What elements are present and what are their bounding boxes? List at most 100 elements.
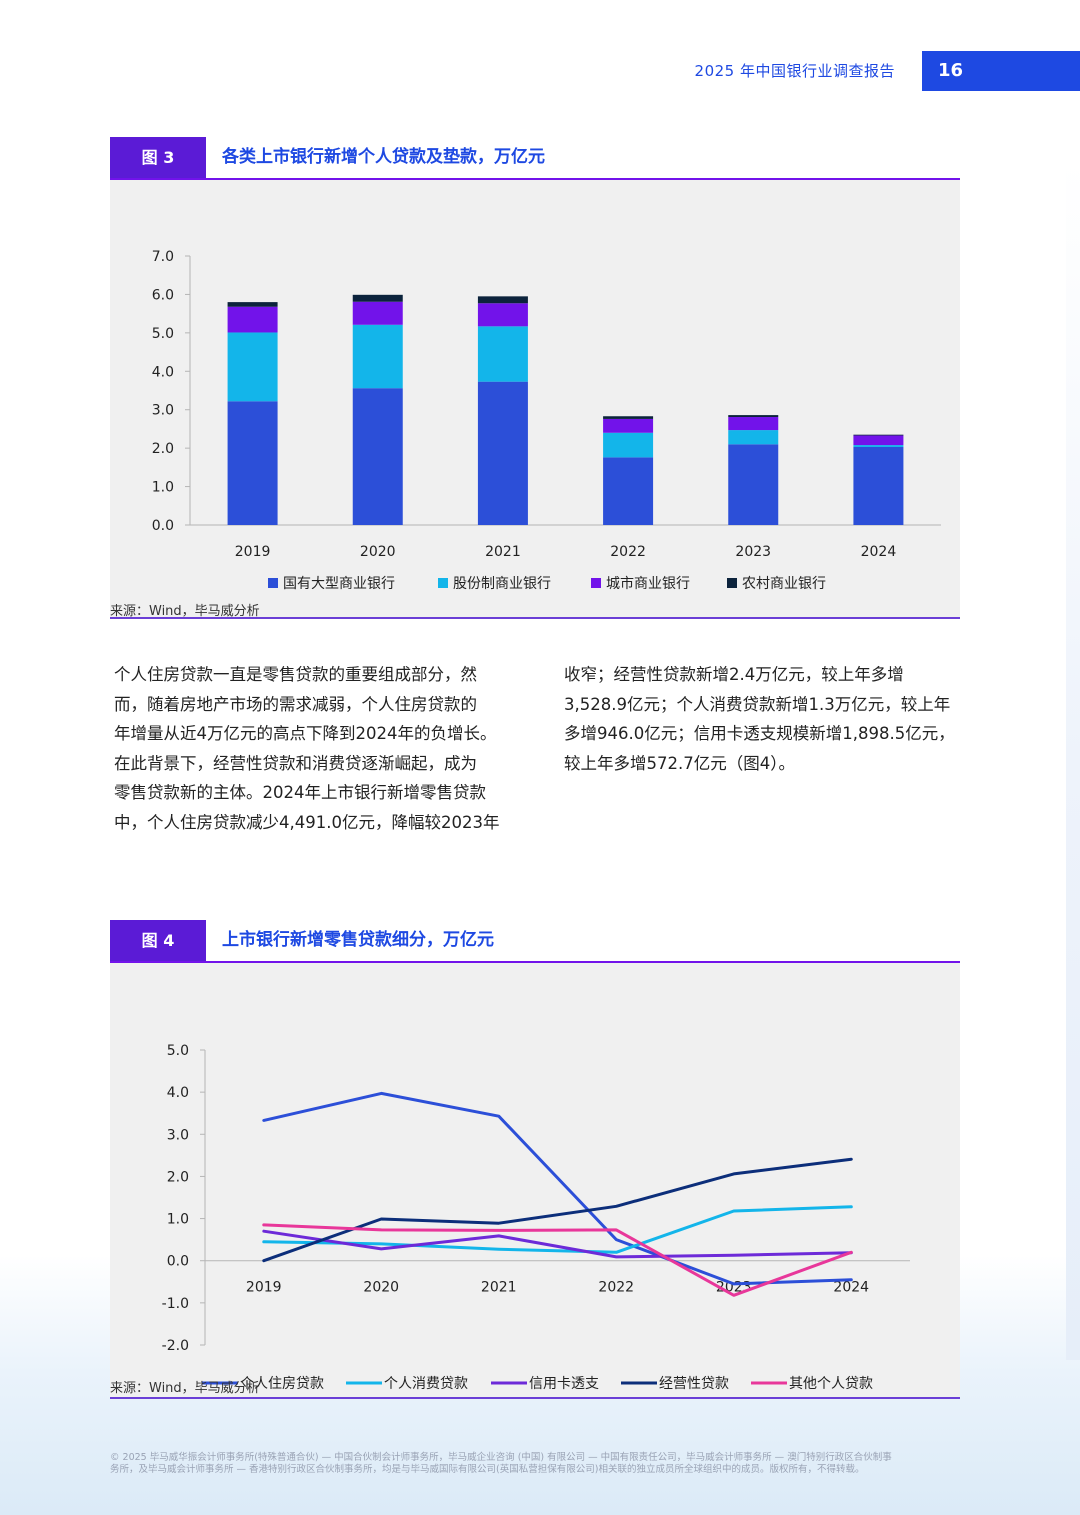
figure-4: 图 4 上市银行新增零售贷款细分，万亿元 -2.0 -1.0 0.0 1.0 2.0 3.… <box>110 920 960 1399</box>
x-tick-label: 2021 <box>485 544 521 560</box>
y-tick-label: 5.0 <box>167 1043 189 1059</box>
bar-segment <box>227 332 278 402</box>
bar-segment <box>477 303 528 327</box>
figure-4-header: 图 4 上市银行新增零售贷款细分，万亿元 <box>110 920 960 963</box>
y-tick-label: 3.0 <box>167 1127 189 1143</box>
bar-segment <box>728 444 779 525</box>
bar-segment <box>352 294 403 302</box>
bar-segment <box>603 457 654 525</box>
stacked-bar-chart: 0.0 1.0 2.0 3.0 4.0 5.0 6.0 7.0 2019 2020 2021 2022… <box>152 249 941 592</box>
legend-label: 国有大型商业银行 <box>283 576 395 592</box>
y-tick-label: 6.0 <box>152 287 174 303</box>
bar-segment <box>853 446 904 525</box>
legend-label: 信用卡透支 <box>529 1376 599 1392</box>
figure-4-tag: 图 4 <box>110 920 206 961</box>
footer-line: 务所，及毕马威会计师事务所 — 香港特别行政区合伙制事务所，均是与毕马威国际有限… <box>110 1464 865 1475</box>
bar-segment <box>603 432 654 458</box>
line-chart: -2.0 -1.0 0.0 1.0 2.0 3.0 4.0 5.0 2019 2020 2021 20… <box>162 1043 910 1392</box>
body-line: 收窄；经营性贷款新增2.4万亿元，较上年多增 <box>564 665 904 684</box>
legend-swatch <box>268 578 278 588</box>
footer-copyright: © 2025 毕马威华振会计师事务所(特殊普通合伙) — 中国合伙制会计师事务所… <box>110 1452 970 1476</box>
bar-segment <box>477 296 528 304</box>
x-tick-label: 2023 <box>735 544 771 560</box>
figure-3: 图 3 各类上市银行新增个人贷款及垫款，万亿元 0.0 1.0 2.0 3.0 4.0 5… <box>110 137 960 619</box>
bar-segment <box>728 417 779 431</box>
legend-label: 个人消费贷款 <box>384 1376 468 1392</box>
legend-swatch <box>438 578 448 588</box>
bar-segment <box>853 445 904 447</box>
figure-3-title: 各类上市银行新增个人贷款及垫款，万亿元 <box>222 147 545 167</box>
bar-segment <box>227 401 278 525</box>
body-line: 而，随着房地产市场的需求减弱，个人住房贷款的 <box>114 694 477 714</box>
x-tick-label: 2022 <box>610 544 646 560</box>
page-number: 16 <box>922 51 1080 91</box>
bar-segment <box>853 435 904 446</box>
legend-swatch <box>591 578 601 588</box>
bar-segment <box>352 324 403 389</box>
y-tick-label: 4.0 <box>167 1085 189 1101</box>
figure-3-tag: 图 3 <box>110 137 206 178</box>
x-tick-label: 2024 <box>861 544 897 560</box>
series-line <box>262 1229 853 1259</box>
y-tick-label: 2.0 <box>152 441 174 457</box>
figure-4-bottom-rule <box>110 1397 960 1399</box>
figure-3-source: 来源：Wind，毕马威分析 <box>110 604 260 619</box>
figure-4-title: 上市银行新增零售贷款细分，万亿元 <box>222 930 494 950</box>
bar-segment <box>853 434 904 436</box>
y-tick-label: 1.0 <box>167 1212 189 1228</box>
figure-3-bottom-rule <box>110 617 960 619</box>
y-tick-label: 4.0 <box>152 364 174 380</box>
report-title: 2025 年中国银行业调查报告 <box>694 62 895 80</box>
body-line: 在此背景下，经营性贷款和消费贷逐渐崛起，成为 <box>114 753 477 773</box>
bar-segment <box>352 388 403 525</box>
bar-segment <box>728 415 779 418</box>
body-line: 零售贷款新的主体。2024年上市银行新增零售贷款 <box>114 783 486 802</box>
body-left-column: 个人住房贷款一直是零售贷款的重要组成部分，然 而，随着房地产市场的需求减弱，个人… <box>114 660 544 837</box>
series-line <box>262 1091 853 1286</box>
bar-segment <box>728 430 779 445</box>
legend-label: 股份制商业银行 <box>453 576 551 592</box>
legend-label: 经营性贷款 <box>659 1376 729 1392</box>
y-tick-label: 7.0 <box>152 249 174 265</box>
y-tick-label: -2.0 <box>162 1338 189 1354</box>
x-tick-label: 2019 <box>246 1280 282 1296</box>
x-tick-label: 2024 <box>833 1280 869 1296</box>
body-line: 3,528.9亿元；个人消费贷款新增1.3万亿元，较上年 <box>564 694 951 714</box>
y-tick-label: 5.0 <box>152 326 174 342</box>
body-line: 较上年多增572.7亿元（图4）。 <box>564 753 795 773</box>
body-line: 个人住房贷款一直是零售贷款的重要组成部分，然 <box>114 665 477 684</box>
bar-segment <box>477 381 528 525</box>
body-line: 中，个人住房贷款减少4,491.0亿元，降幅较2023年 <box>114 812 500 832</box>
series-line <box>262 1223 853 1297</box>
figure-4-source: 来源：Wind，毕马威分析 <box>110 1381 260 1396</box>
legend-label: 个人住房贷款 <box>240 1376 324 1392</box>
bar-segment <box>603 416 654 419</box>
x-tick-label: 2020 <box>360 544 396 560</box>
legend-label: 城市商业银行 <box>606 575 690 592</box>
decorative-strip <box>1066 160 1080 1360</box>
body-line: 年增量从近4万亿元的高点下降到2024年的负增长。 <box>114 724 497 743</box>
footer-line: © 2025 毕马威华振会计师事务所(特殊普通合伙) — 中国合伙制会计师事务所… <box>110 1452 892 1463</box>
y-tick-label: -1.0 <box>162 1296 189 1312</box>
bar-segment <box>477 326 528 382</box>
series-line <box>262 1205 853 1254</box>
legend-label: 农村商业银行 <box>742 576 826 592</box>
legend-swatch <box>727 578 737 588</box>
bar-segment <box>227 302 278 307</box>
x-tick-label: 2022 <box>598 1280 634 1296</box>
body-line: 多增946.0亿元；信用卡透支规模新增1,898.5亿元， <box>564 724 955 743</box>
x-tick-label: 2020 <box>363 1280 399 1296</box>
x-tick-label: 2021 <box>481 1280 517 1296</box>
figure-3-header: 图 3 各类上市银行新增个人贷款及垫款，万亿元 <box>110 137 960 180</box>
bar-segment <box>603 418 654 433</box>
y-tick-label: 1.0 <box>152 480 174 496</box>
figure-3-chart-panel: 0.0 1.0 2.0 3.0 4.0 5.0 6.0 7.0 2019 2020 2021 2022… <box>110 180 960 619</box>
y-tick-label: 2.0 <box>167 1169 189 1185</box>
x-tick-label: 2019 <box>235 544 271 560</box>
y-tick-label: 0.0 <box>167 1254 189 1270</box>
body-right-column: 收窄；经营性贷款新增2.4万亿元，较上年多增 3,528.9亿元；个人消费贷款新… <box>564 660 984 778</box>
legend-label: 其他个人贷款 <box>789 1376 873 1392</box>
bar-segment <box>227 306 278 333</box>
y-tick-label: 3.0 <box>152 403 174 419</box>
series-line <box>262 1157 853 1263</box>
